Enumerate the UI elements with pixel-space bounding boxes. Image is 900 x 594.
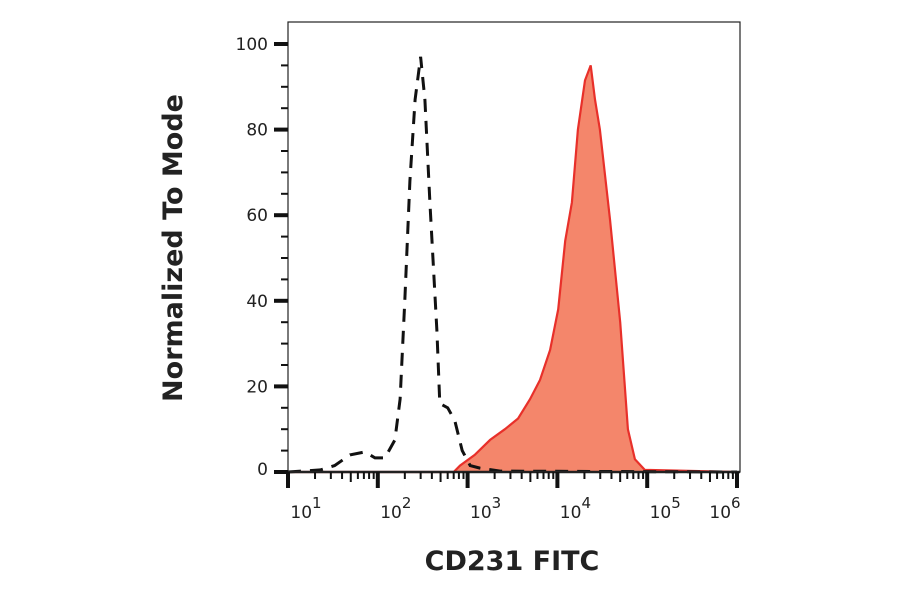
x-tick-label: 106 (709, 494, 740, 523)
y-axis-title: Normalized To Mode (158, 94, 189, 402)
tick-base: 10 (470, 503, 492, 523)
x-tick-label: 103 (470, 494, 501, 523)
x-axis-title: CD231 FITC (425, 546, 600, 577)
y-tick-label: 60 (246, 206, 268, 226)
tick-base: 10 (380, 503, 402, 523)
x-tick-label: 105 (650, 494, 681, 523)
tick-base: 10 (560, 503, 582, 523)
y-tick-label: 20 (246, 377, 268, 397)
tick-exponent: 1 (312, 494, 322, 512)
isotype-control-line (287, 56, 738, 474)
tick-base: 10 (290, 503, 312, 523)
y-tick-label: 0 (257, 460, 268, 480)
sample-histogram-line (288, 65, 738, 474)
tick-exponent: 4 (581, 494, 591, 512)
sample-histogram-fill (288, 65, 737, 473)
tick-exponent: 5 (671, 494, 681, 512)
tick-exponent: 2 (402, 494, 412, 512)
x-tick-label: 104 (560, 494, 591, 523)
tick-base: 10 (709, 503, 731, 523)
y-tick-label: 80 (246, 121, 268, 141)
plot-frame (287, 21, 741, 473)
tick-exponent: 6 (731, 494, 741, 512)
tick-base: 10 (650, 503, 672, 523)
y-tick-label: 100 (236, 35, 268, 55)
tick-exponent: 3 (492, 494, 502, 512)
x-tick-label: 102 (380, 494, 411, 523)
x-tick-label: 101 (290, 494, 321, 523)
y-tick-label: 40 (246, 292, 268, 312)
